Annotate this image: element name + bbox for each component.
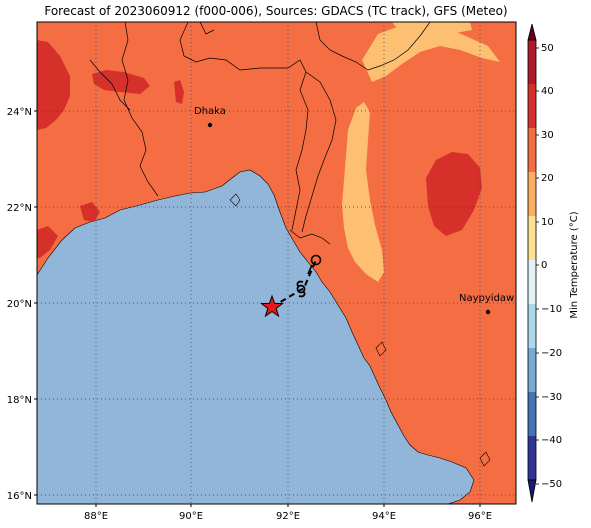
colorbar-segment <box>528 436 536 480</box>
map-title: Forecast of 2023060912 (f000-006), Sourc… <box>44 4 508 18</box>
colorbar-ticks <box>536 47 539 485</box>
bay-of-bengal-sea <box>37 169 475 504</box>
hot-zone-west-top <box>37 40 70 130</box>
colorbar-label: Min Temperature (°C) <box>569 211 580 318</box>
colorbar: 50 40 30 20 10 0 −10 −20 −30 −40 −50 Min… <box>527 23 580 503</box>
cool-zone-north <box>362 24 500 82</box>
lon-tick-90: 90°E <box>179 511 203 522</box>
colorbar-tick-label: 20 <box>541 173 554 184</box>
lat-tick-18: 18°N <box>7 395 32 406</box>
cool-zone-arakan <box>342 102 384 282</box>
lat-tick-20: 20°N <box>7 299 32 310</box>
colorbar-segment <box>528 392 536 436</box>
colorbar-bottom-extend <box>527 479 537 503</box>
colorbar-segment <box>528 216 536 260</box>
hot-zone-small-north <box>174 80 184 104</box>
hot-zone-east <box>426 152 482 236</box>
colorbar-tick-label: 10 <box>541 217 554 228</box>
cool-zone-top <box>392 22 472 34</box>
lon-tick-94: 94°E <box>372 511 396 522</box>
colorbar-segment <box>528 348 536 392</box>
lat-tick-24: 24°N <box>7 107 32 118</box>
city-label-dhaka: Dhaka <box>194 106 226 117</box>
colorbar-segment <box>528 84 536 128</box>
map-panel: Dhaka Naypyidaw <box>7 21 517 522</box>
coastal-islands <box>229 193 491 467</box>
red-star-icon <box>260 294 284 318</box>
lon-tick-96: 96°E <box>468 511 492 522</box>
hot-zone-northwest <box>92 70 150 94</box>
hot-zone-coast-west <box>37 226 58 258</box>
cyclone-symbol-icon <box>296 280 306 298</box>
city-dot-naypyidaw <box>485 309 491 315</box>
storm-track <box>260 254 322 318</box>
open-circle-icon <box>310 254 322 266</box>
colorbar-tick-label: −10 <box>541 304 562 315</box>
lon-tick-92: 92°E <box>276 511 300 522</box>
graticule <box>37 22 516 504</box>
city-label-naypyidaw: Naypyidaw <box>459 293 514 304</box>
colorbar-segment <box>528 304 536 348</box>
colorbar-segment <box>528 172 536 216</box>
colorbar-tick-label: −50 <box>541 479 562 490</box>
lon-tick-88: 88°E <box>84 511 108 522</box>
border-lines <box>89 22 431 245</box>
colorbar-tick-label: −30 <box>541 392 562 403</box>
colorbar-tick-label: 50 <box>541 43 554 54</box>
colorbar-tick-label: −40 <box>541 435 562 446</box>
colorbar-top-extend <box>527 23 537 41</box>
axis-ticks <box>34 110 481 507</box>
colorbar-segment <box>528 128 536 172</box>
lat-tick-22: 22°N <box>7 203 32 214</box>
colorbar-segment <box>528 40 536 84</box>
colorbar-frame <box>527 39 537 481</box>
track-line <box>271 259 317 308</box>
colorbar-tick-label: 0 <box>541 260 547 271</box>
colorbar-tick-label: 30 <box>541 130 554 141</box>
colorbar-tick-label: −20 <box>541 348 562 359</box>
city-dot-dhaka <box>207 122 213 128</box>
map-frame <box>36 21 517 505</box>
lat-tick-16: 16°N <box>7 491 32 502</box>
colorbar-tick-label: 40 <box>541 86 554 97</box>
colorbar-segment <box>528 260 536 304</box>
